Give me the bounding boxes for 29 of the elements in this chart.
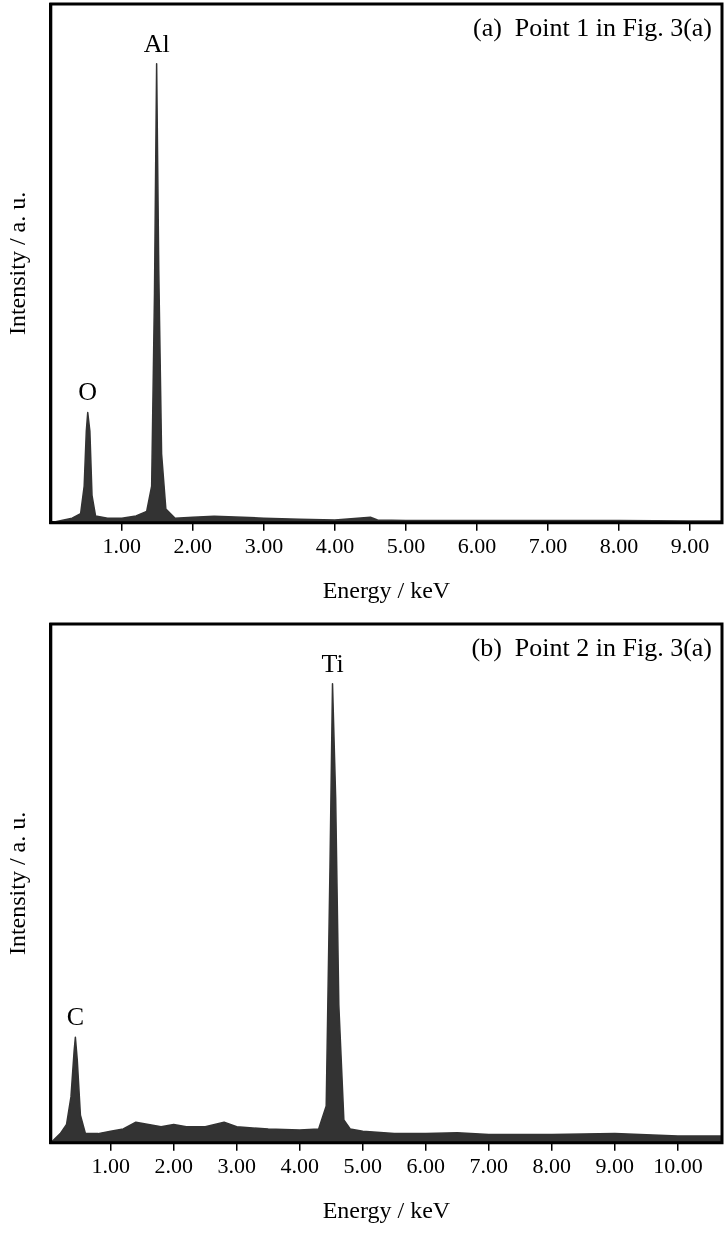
x-axis-title: Energy / keV xyxy=(322,1196,451,1223)
x-tick-label: 7.00 xyxy=(528,532,568,558)
annotation: Ti xyxy=(321,648,344,678)
x-tick-label: 8.00 xyxy=(532,1152,572,1178)
x-tick-label: 7.00 xyxy=(469,1152,509,1178)
x-tick-label: 1.00 xyxy=(102,532,142,558)
annotation: Al xyxy=(143,28,170,58)
x-tick-label: 4.00 xyxy=(315,532,355,558)
annotation: O xyxy=(78,377,98,407)
y-axis-title: Intensity / a. u. xyxy=(3,191,30,336)
x-tick-label: 9.00 xyxy=(595,1152,635,1178)
x-tick-label: 5.00 xyxy=(386,532,426,558)
x-tick-label: 1.00 xyxy=(91,1152,130,1178)
x-tick-label: 10.00 xyxy=(653,1152,703,1178)
x-tick-label: 6.00 xyxy=(406,1152,446,1178)
x-tick-label: 3.00 xyxy=(217,1152,256,1178)
annotation: C xyxy=(66,1002,85,1032)
x-axis-title: Energy / keV xyxy=(322,576,451,603)
x-tick-label: 8.00 xyxy=(599,532,639,558)
x-tick-label: 2.00 xyxy=(154,1152,193,1178)
y-axis-title: Intensity / a. u. xyxy=(3,811,30,956)
x-tick-label: 2.00 xyxy=(173,532,213,558)
x-tick-label: 9.00 xyxy=(670,532,710,558)
x-tick-label: 5.00 xyxy=(343,1152,383,1178)
x-tick-label: 6.00 xyxy=(457,532,497,558)
x-tick-label: 4.00 xyxy=(280,1152,319,1178)
x-tick-label: 3.00 xyxy=(244,532,284,558)
chart-title: (b) Point 2 in Fig. 3(a) xyxy=(471,632,712,662)
chart-title: (a) Point 1 in Fig. 3(a) xyxy=(472,12,712,42)
